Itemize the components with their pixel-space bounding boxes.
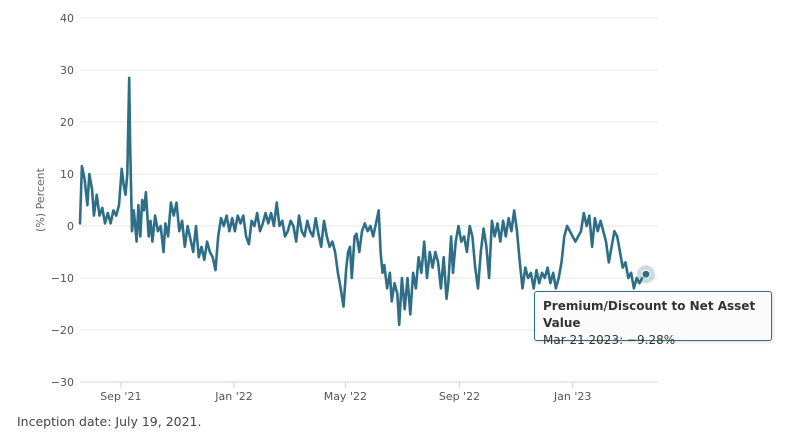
y-tick-label: 40 xyxy=(60,12,74,25)
inception-date-note: Inception date: July 19, 2021. xyxy=(17,414,202,429)
y-axis-ticks: 40 30 20 10 0 −10 −20 −30 xyxy=(51,12,74,389)
y-tick-label: 20 xyxy=(60,116,74,129)
y-tick-label: −10 xyxy=(51,272,74,285)
x-tick-label: Sep '21 xyxy=(100,390,141,403)
hover-point[interactable] xyxy=(641,269,651,279)
y-tick-label: 30 xyxy=(60,64,74,77)
x-tick-label: Jan '23 xyxy=(553,390,591,403)
x-tick-label: May '22 xyxy=(324,390,367,403)
x-axis-ticks: Sep '21 Jan '22 May '22 Sep '22 Jan '23 xyxy=(80,381,658,403)
hover-marker[interactable] xyxy=(636,265,655,284)
y-tick-label: −20 xyxy=(51,324,74,337)
x-tick-label: Sep '22 xyxy=(439,390,480,403)
series-layer xyxy=(78,76,648,327)
premium-discount-chart: 40 30 20 10 0 −10 −20 −30 Sep '21 Jan '22 May '22… xyxy=(34,12,658,403)
x-tick-label: Jan '22 xyxy=(214,390,252,403)
y-tick-label: −30 xyxy=(51,376,74,389)
y-tick-label: 10 xyxy=(60,168,74,181)
tooltip-value: Mar 21 2023: −9.28% xyxy=(543,333,676,347)
series-line-premium-discount[interactable] xyxy=(78,76,648,327)
tooltip-title: Premium/Discount to Net Asset Value xyxy=(543,299,756,330)
chart-svg: 40 30 20 10 0 −10 −20 −30 Sep '21 Jan '22 May '22… xyxy=(34,12,658,403)
y-axis-title: (%) Percent xyxy=(34,167,47,232)
y-tick-label: 0 xyxy=(67,220,74,233)
chart-tooltip: Premium/Discount to Net Asset Value Mar … xyxy=(534,291,772,347)
